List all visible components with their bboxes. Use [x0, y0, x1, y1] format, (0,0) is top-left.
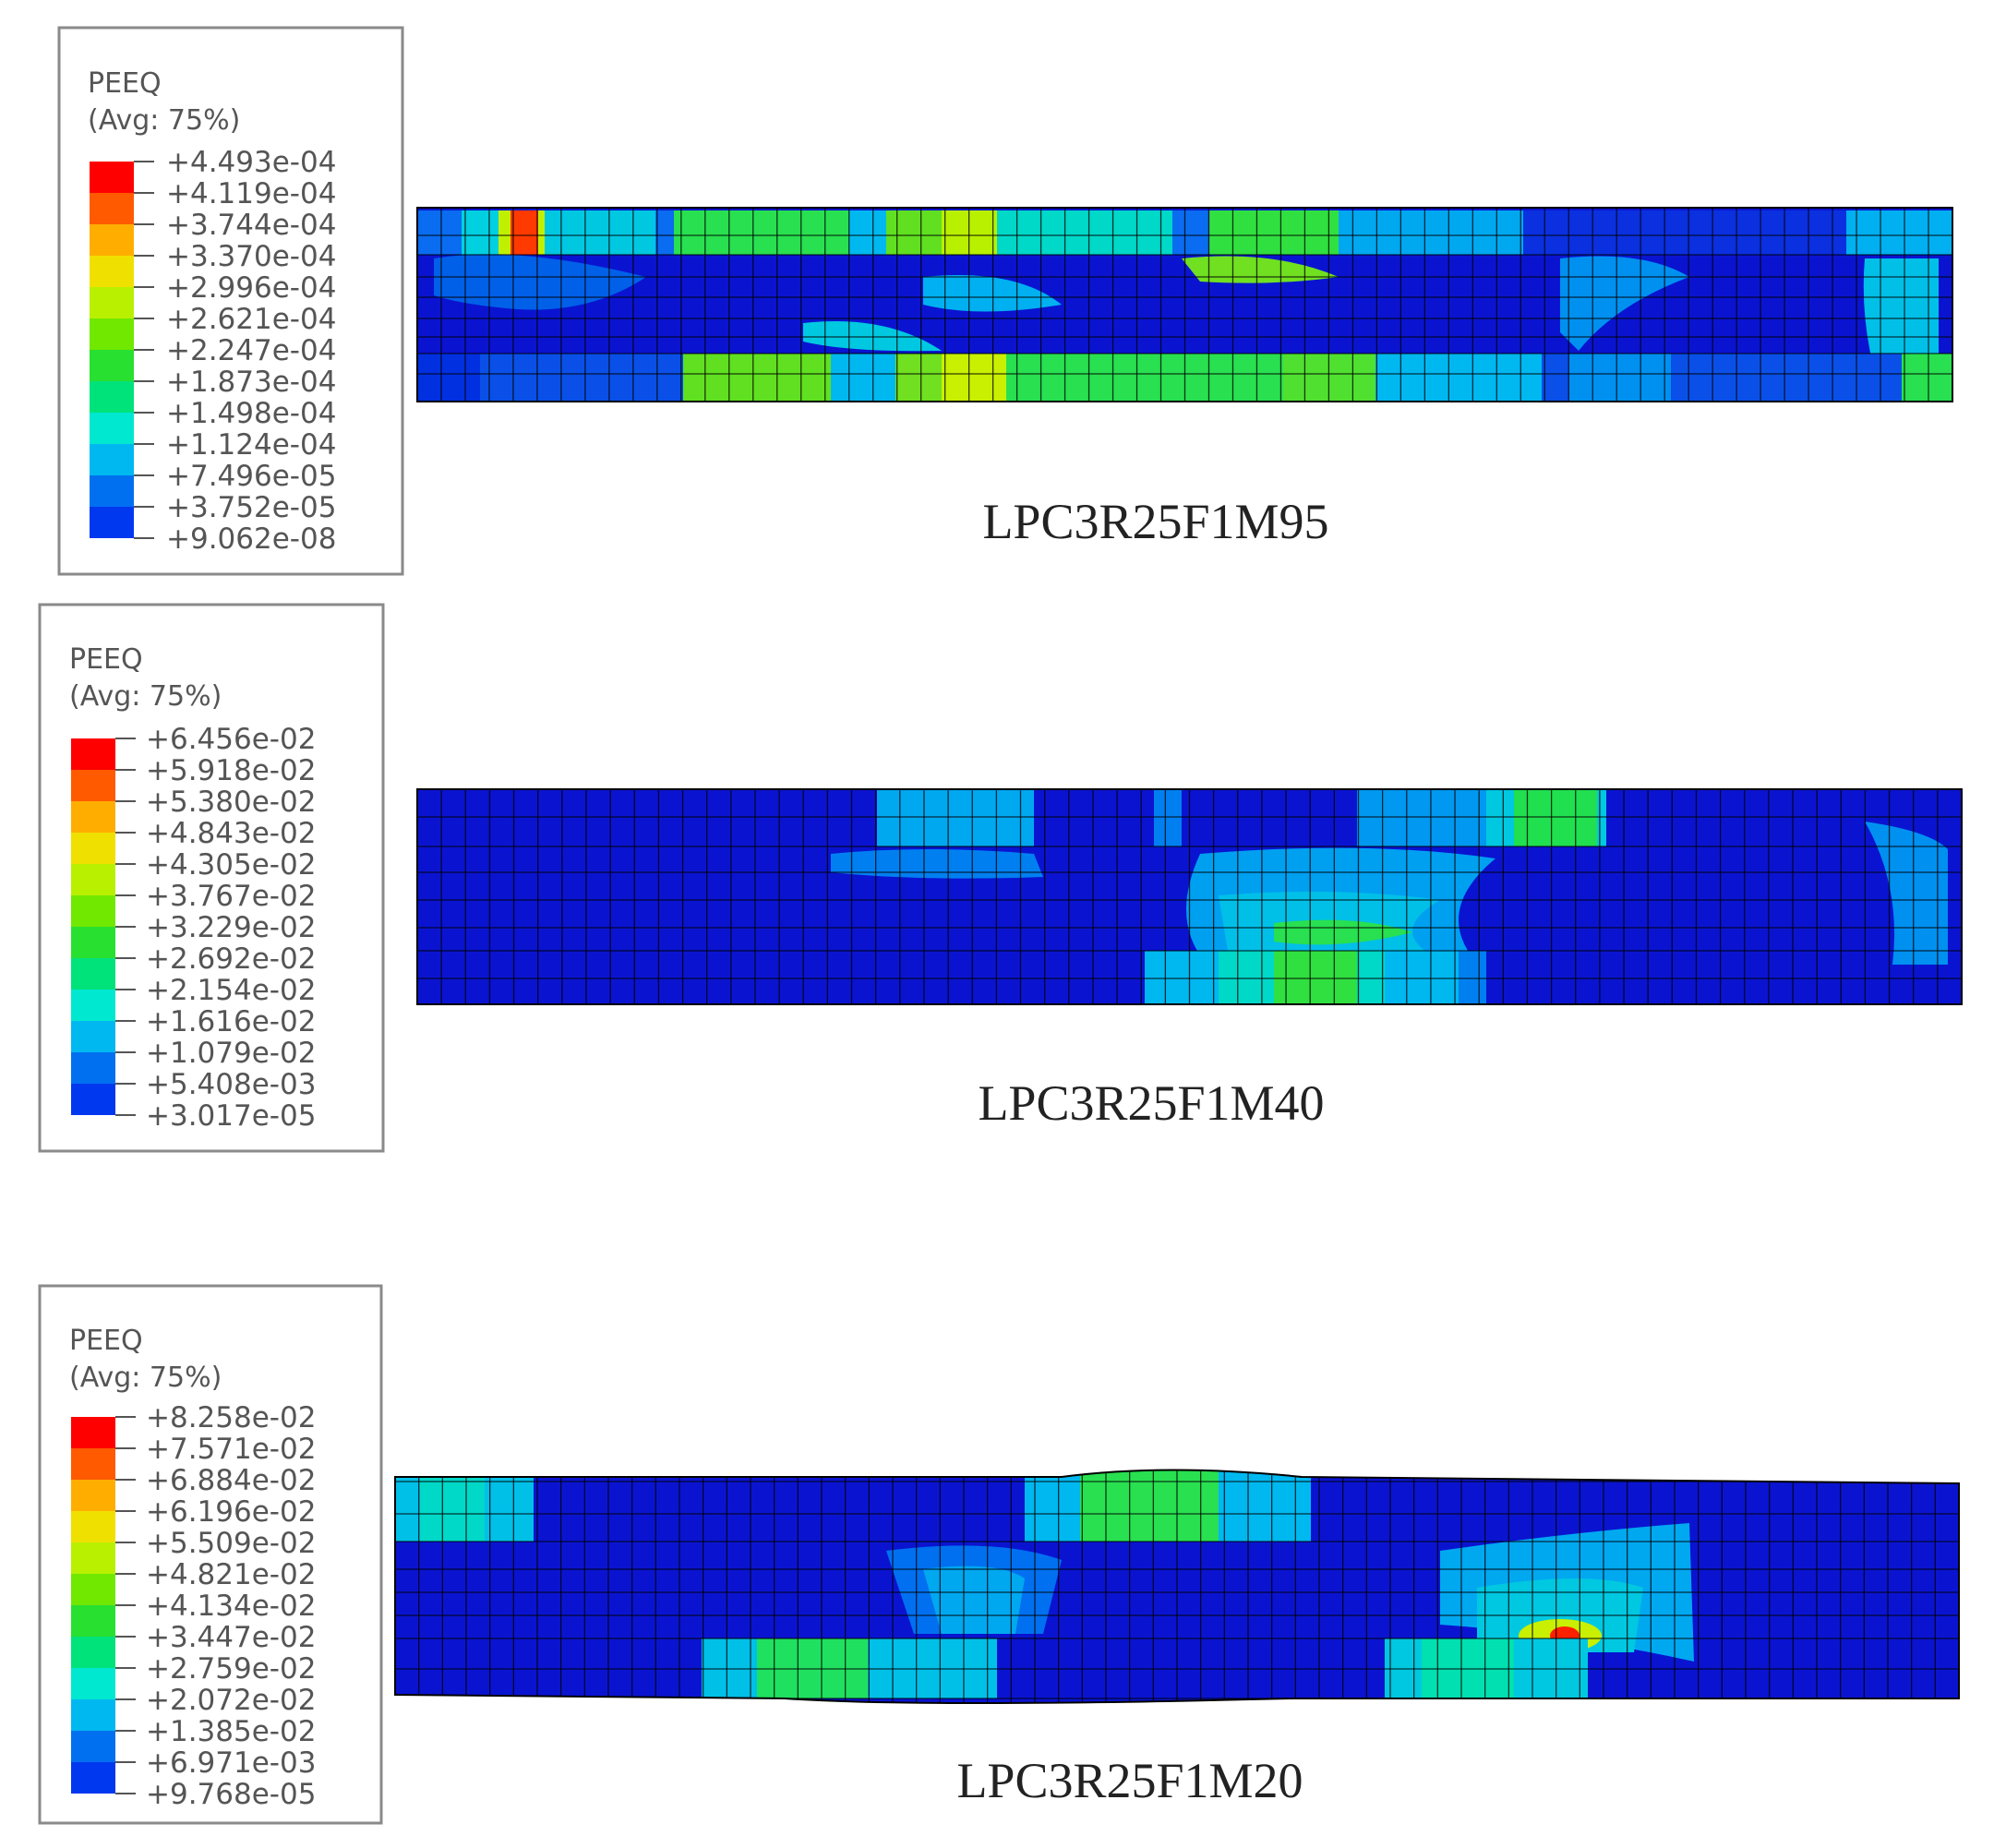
legend-tick-label: +2.692e-02 [146, 942, 316, 976]
beam-contour-3 [394, 1469, 1960, 1704]
legend-variable: PEEQ [69, 643, 143, 676]
legend-swatch [90, 381, 134, 413]
legend-swatch [71, 1731, 115, 1762]
legend-tick-label: +2.759e-02 [146, 1652, 316, 1686]
legend-tick-label: +1.385e-02 [146, 1715, 316, 1748]
legend-swatch [71, 895, 115, 927]
legend-tick-label: +1.616e-02 [146, 1005, 316, 1038]
legend-tick-label: +1.124e-04 [166, 428, 336, 462]
legend-tick-label: +6.884e-02 [146, 1464, 316, 1497]
legend-tick-label: +4.821e-02 [146, 1558, 316, 1591]
beam-contour-1 [416, 207, 1953, 402]
legend-swatch [71, 1574, 115, 1605]
legend-swatch [71, 770, 115, 801]
legend-swatch [71, 1052, 115, 1084]
legend-tick-label: +2.154e-02 [146, 974, 316, 1007]
legend-swatch [71, 958, 115, 990]
legend-color-bar: +4.493e-04+4.119e-04+3.744e-04+3.370e-04… [90, 146, 336, 556]
legend-tick-label: +6.196e-02 [146, 1495, 316, 1529]
legend-swatch [90, 350, 134, 381]
legend-swatch [90, 413, 134, 444]
legend-swatch [90, 256, 134, 287]
legend-tick-label: +3.370e-04 [166, 240, 336, 273]
legend-tick-label: +3.752e-05 [166, 491, 336, 524]
legend-swatch [71, 1699, 115, 1731]
legend-swatch [71, 1542, 115, 1574]
legend-averaging: (Avg: 75%) [69, 1362, 222, 1394]
legend-swatch [90, 507, 134, 538]
legend-tick-label: +2.621e-04 [166, 303, 336, 336]
legend-tick-label: +4.843e-02 [146, 817, 316, 850]
legend-2: PEEQ (Avg: 75%) +6.456e-02+5.918e-02+5.3… [38, 603, 385, 1153]
legend-averaging: (Avg: 75%) [69, 680, 222, 713]
legend-swatch [90, 475, 134, 507]
legend-tick-label: +7.571e-02 [146, 1433, 316, 1466]
legend-swatch [90, 193, 134, 224]
legend-tick-label: +4.134e-02 [146, 1590, 316, 1623]
legend-color-bar: +6.456e-02+5.918e-02+5.380e-02+4.843e-02… [71, 723, 316, 1133]
legend-tick-label: +3.229e-02 [146, 911, 316, 944]
legend-tick-label: +6.971e-03 [146, 1746, 316, 1780]
legend-tick-label: +3.017e-05 [146, 1099, 316, 1133]
legend-tick-label: +2.996e-04 [166, 271, 336, 305]
legend-swatch [71, 927, 115, 958]
legend-tick-label: +9.062e-08 [166, 522, 336, 556]
legend-tick-label: +6.456e-02 [146, 723, 316, 756]
legend-tick-label: +5.380e-02 [146, 786, 316, 819]
legend-swatch [90, 318, 134, 350]
legend-swatch [71, 864, 115, 895]
legend-tick-label: +4.305e-02 [146, 848, 316, 882]
panel-caption-2: LPC3R25F1M40 [978, 1075, 1324, 1131]
legend-tick-label: +5.509e-02 [146, 1527, 316, 1560]
legend-1: PEEQ (Avg: 75%) +4.493e-04+4.119e-04+3.7… [57, 26, 404, 576]
legend-swatch [71, 1762, 115, 1794]
legend-swatch [71, 1417, 115, 1448]
legend-swatch [71, 1605, 115, 1637]
legend-tick-label: +8.258e-02 [146, 1401, 316, 1434]
legend-swatch [71, 1668, 115, 1699]
legend-tick-label: +2.072e-02 [146, 1684, 316, 1717]
legend-tick-label: +1.498e-04 [166, 397, 336, 430]
legend-swatch [71, 1511, 115, 1542]
legend-swatch [71, 738, 115, 770]
legend-color-bar: +8.258e-02+7.571e-02+6.884e-02+6.196e-02… [71, 1401, 316, 1811]
legend-swatch [90, 287, 134, 318]
panel-caption-3: LPC3R25F1M20 [956, 1753, 1303, 1808]
legend-swatch [71, 1084, 115, 1115]
legend-swatch [71, 1480, 115, 1511]
legend-swatch [90, 224, 134, 256]
legend-tick-label: +1.079e-02 [146, 1037, 316, 1070]
legend-swatch [71, 833, 115, 864]
legend-3: PEEQ (Avg: 75%) +8.258e-02+7.571e-02+6.8… [38, 1284, 383, 1825]
legend-swatch [90, 162, 134, 193]
legend-tick-label: +9.768e-05 [146, 1778, 316, 1811]
legend-tick-label: +4.119e-04 [166, 177, 336, 210]
legend-swatch [71, 801, 115, 833]
legend-tick-label: +4.493e-04 [166, 146, 336, 179]
beam-contour-2 [416, 788, 1963, 1005]
panel-caption-1: LPC3R25F1M95 [982, 494, 1328, 549]
legend-tick-label: +7.496e-05 [166, 460, 336, 493]
legend-tick-label: +5.408e-03 [146, 1068, 316, 1101]
legend-tick-label: +3.447e-02 [146, 1621, 316, 1654]
legend-tick-label: +3.767e-02 [146, 880, 316, 913]
legend-tick-label: +3.744e-04 [166, 209, 336, 242]
legend-tick-label: +2.247e-04 [166, 334, 336, 367]
legend-tick-label: +5.918e-02 [146, 754, 316, 787]
legend-variable: PEEQ [69, 1325, 143, 1357]
legend-swatch [90, 444, 134, 475]
legend-swatch [71, 990, 115, 1021]
legend-swatch [71, 1021, 115, 1052]
legend-swatch [71, 1637, 115, 1668]
legend-tick-label: +1.873e-04 [166, 366, 336, 399]
legend-variable: PEEQ [88, 67, 162, 100]
legend-averaging: (Avg: 75%) [88, 104, 240, 137]
legend-swatch [71, 1448, 115, 1480]
